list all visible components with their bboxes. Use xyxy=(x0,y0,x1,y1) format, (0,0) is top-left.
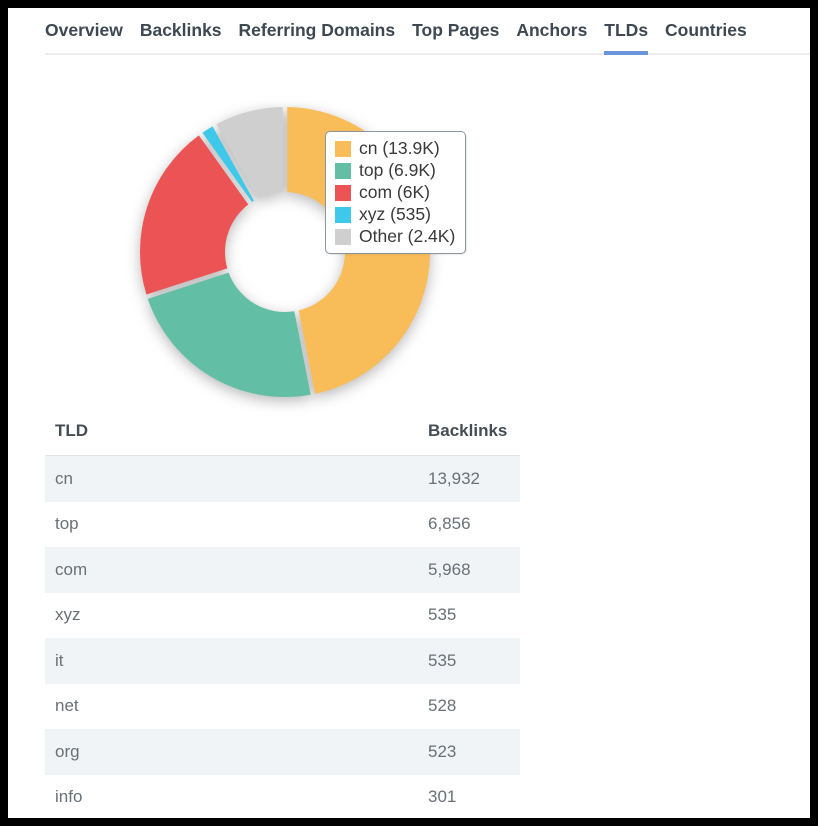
tab-tlds[interactable]: TLDs xyxy=(604,18,649,55)
legend-item-com[interactable]: com (6K) xyxy=(335,182,455,203)
tab-backlinks[interactable]: Backlinks xyxy=(139,20,222,40)
tab-referring-domains[interactable]: Referring Domains xyxy=(238,20,396,40)
backlinks-cell: 523 xyxy=(428,741,457,761)
tld-table: TLD Backlinks cn 13,932 top 6,856 com 5,968 xy… xyxy=(45,410,520,818)
chart-legend: cn (13.9K) top (6.9K) com (6K) xyz (535) Oth… xyxy=(325,131,467,254)
legend-item-other[interactable]: Other (2.4K) xyxy=(335,226,455,247)
legend-swatch-com xyxy=(335,184,351,201)
legend-label: top (6.9K) xyxy=(359,160,436,180)
legend-label: Other (2.4K) xyxy=(359,226,456,246)
tab-overview[interactable]: Overview xyxy=(45,20,123,40)
tab-countries[interactable]: Countries xyxy=(665,20,747,40)
backlink-report-page: Overview Backlinks Referring Domains Top Pa… xyxy=(8,8,810,818)
table-row-info: info 301 xyxy=(45,775,520,819)
table-row-net: net 528 xyxy=(45,684,520,730)
legend-label: xyz (535) xyxy=(359,204,431,224)
legend-label: com (6K) xyxy=(359,182,430,202)
backlinks-cell: 13,932 xyxy=(428,468,480,488)
column-header-tld: TLD xyxy=(55,421,89,440)
table-row-cn: cn 13,932 xyxy=(45,456,520,502)
column-header-backlinks: Backlinks xyxy=(428,421,508,440)
backlinks-cell: 535 xyxy=(428,650,457,670)
legend-item-xyz[interactable]: xyz (535) xyxy=(335,204,455,225)
donut-segment-xyz[interactable] xyxy=(202,126,254,202)
legend-swatch-xyz xyxy=(335,206,351,223)
tld-cell: com xyxy=(55,559,88,579)
legend-swatch-cn xyxy=(335,140,351,157)
table-body: cn 13,932 top 6,856 com 5,968 xyz 535 it 535 net 52… xyxy=(45,456,520,818)
donut-segment-top[interactable] xyxy=(147,272,311,397)
backlinks-cell: 5,968 xyxy=(428,559,471,579)
table-row-org: org 523 xyxy=(45,729,520,775)
table-row-top: top 6,856 xyxy=(45,502,520,548)
table-row-xyz: xyz 535 xyxy=(45,593,520,639)
tab-top-pages[interactable]: Top Pages xyxy=(412,20,500,40)
tld-cell: net xyxy=(55,696,79,716)
legend-item-cn[interactable]: cn (13.9K) xyxy=(335,138,455,159)
tld-cell: top xyxy=(55,514,79,534)
donut-segment-other[interactable] xyxy=(216,107,283,199)
legend-swatch-top xyxy=(335,162,351,179)
tld-cell: cn xyxy=(55,468,73,488)
tld-cell: xyz xyxy=(55,605,81,625)
legend-swatch-other xyxy=(335,228,351,245)
tab-bar: Overview Backlinks Referring Domains Top Pa… xyxy=(45,18,810,55)
backlinks-cell: 301 xyxy=(428,787,457,807)
tld-cell: info xyxy=(55,787,83,807)
backlinks-cell: 535 xyxy=(428,605,457,625)
table-header-row: TLD Backlinks xyxy=(45,410,520,456)
table-row-com: com 5,968 xyxy=(45,547,520,593)
backlinks-cell: 528 xyxy=(428,696,457,716)
table-row-it: it 535 xyxy=(45,638,520,684)
tab-anchors[interactable]: Anchors xyxy=(516,20,588,40)
tld-cell: it xyxy=(55,650,64,670)
backlinks-cell: 6,856 xyxy=(428,514,471,534)
tld-cell: org xyxy=(55,741,80,761)
legend-item-top[interactable]: top (6.9K) xyxy=(335,160,455,181)
legend-label: cn (13.9K) xyxy=(359,138,440,158)
donut-segment-com[interactable] xyxy=(139,135,249,295)
